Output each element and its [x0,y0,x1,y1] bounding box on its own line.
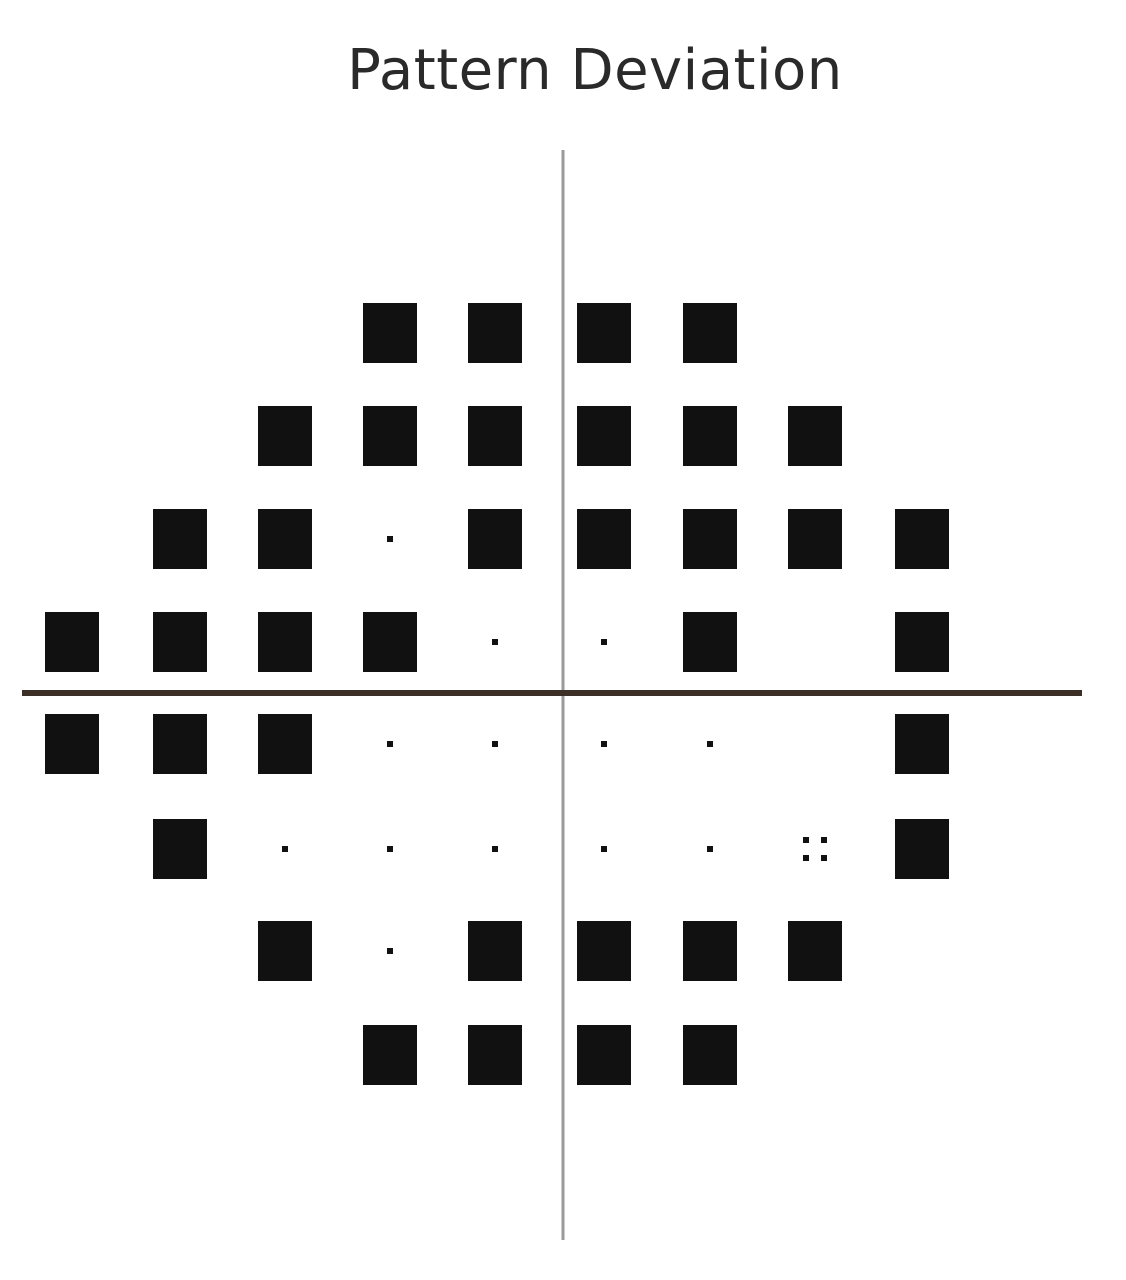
symbol-dot-r5-c2 [282,846,288,852]
symbol-square-r7-c4 [468,1025,522,1085]
symbol-square-r3-c8 [895,612,949,672]
symbol-square-r7-c6 [683,1025,737,1085]
symbol-square-r2-c4 [468,509,522,569]
symbol-square-r7-c5 [577,1025,631,1085]
symbol-dot-r5-c3 [387,846,393,852]
symbol-square-r5-c8 [895,819,949,879]
symbol-square-r2-c5 [577,509,631,569]
symbol-grid [45,303,949,1085]
symbol-square-r1-c5 [577,406,631,466]
symbol-square-r6-c7 [788,921,842,981]
symbol-square-r6-c5 [577,921,631,981]
symbol-square-r2-c6 [683,509,737,569]
symbol-square-r2-c7 [788,509,842,569]
symbol-square-r0-c3 [363,303,417,363]
symbol-dot-r4-c3 [387,741,393,747]
symbol-square-r4-c1 [153,714,207,774]
symbol-square-r3-c3 [363,612,417,672]
symbol-square-r3-c6 [683,612,737,672]
symbol-square-r1-c4 [468,406,522,466]
symbol-four-dots-dot-3 [821,855,827,861]
symbol-dot-r5-c5 [601,846,607,852]
symbol-square-r1-c7 [788,406,842,466]
symbol-dot-r5-c6 [707,846,713,852]
symbol-four-dots-dot-0 [803,837,809,843]
symbol-dot-r6-c3 [387,948,393,954]
symbol-dot-r5-c4 [492,846,498,852]
symbol-dot-r4-c6 [707,741,713,747]
symbol-square-r3-c0 [45,612,99,672]
symbol-square-r4-c2 [258,714,312,774]
symbol-dot-r3-c4 [492,639,498,645]
symbol-square-r2-c8 [895,509,949,569]
symbol-square-r3-c1 [153,612,207,672]
symbol-square-r7-c3 [363,1025,417,1085]
chart-title: Pattern Deviation [347,38,843,103]
symbol-square-r6-c4 [468,921,522,981]
symbol-square-r2-c2 [258,509,312,569]
symbol-square-r6-c6 [683,921,737,981]
symbol-square-r0-c5 [577,303,631,363]
symbol-four-dots-dot-1 [821,837,827,843]
symbol-square-r0-c4 [468,303,522,363]
symbol-dot-r4-c4 [492,741,498,747]
symbol-square-r1-c3 [363,406,417,466]
symbol-square-r5-c1 [153,819,207,879]
symbol-dot-r3-c5 [601,639,607,645]
symbol-square-r1-c2 [258,406,312,466]
symbol-four-dots-dot-2 [803,855,809,861]
symbol-square-r4-c8 [895,714,949,774]
symbol-dot-r2-c3 [387,536,393,542]
symbol-square-r1-c6 [683,406,737,466]
symbol-four-dots-r5-c7 [803,837,827,861]
symbol-square-r2-c1 [153,509,207,569]
symbol-square-r6-c2 [258,921,312,981]
symbol-square-r0-c6 [683,303,737,363]
symbol-square-r4-c0 [45,714,99,774]
symbol-square-r3-c2 [258,612,312,672]
symbol-dot-r4-c5 [601,741,607,747]
